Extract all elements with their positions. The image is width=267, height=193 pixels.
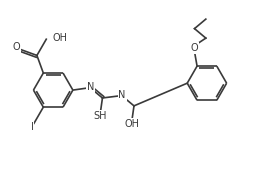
Text: SH: SH — [94, 111, 107, 121]
Text: OH: OH — [52, 33, 67, 43]
Text: O: O — [13, 42, 20, 52]
Text: N: N — [87, 82, 94, 92]
Text: I: I — [30, 122, 33, 132]
Text: N: N — [119, 90, 126, 100]
Text: OH: OH — [124, 119, 140, 129]
Text: O: O — [191, 43, 198, 53]
